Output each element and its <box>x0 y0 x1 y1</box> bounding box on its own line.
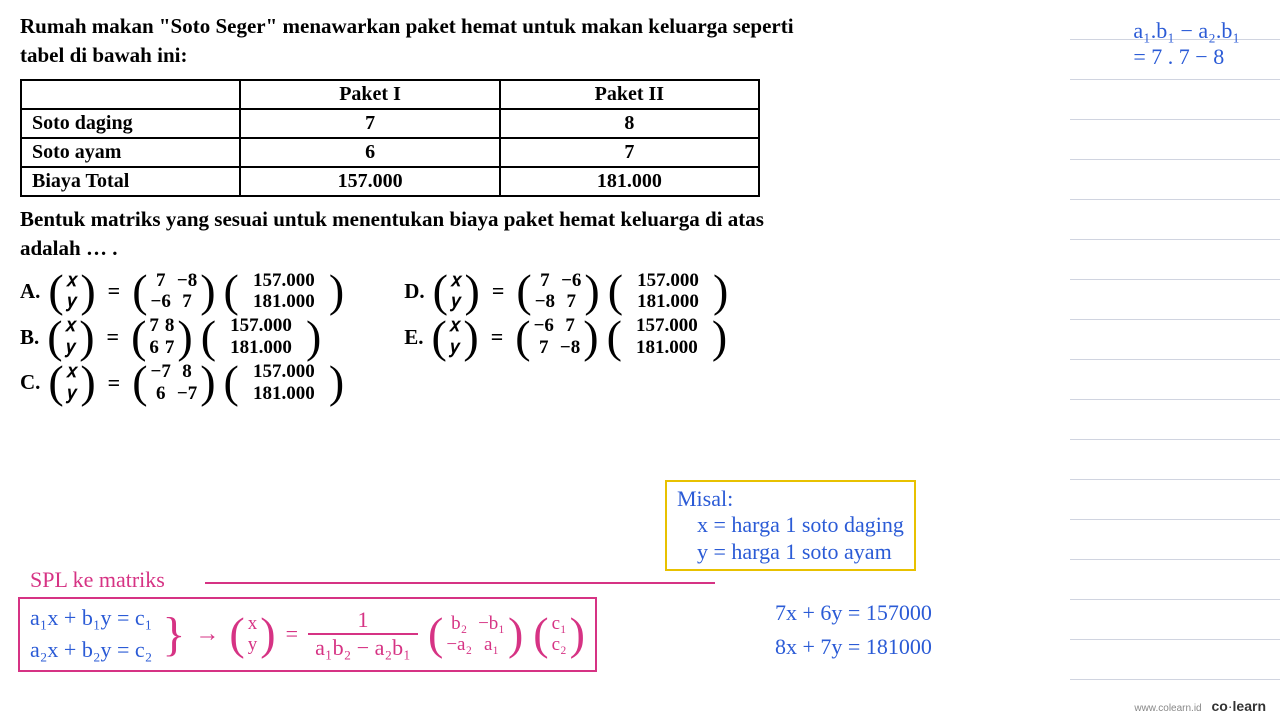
cell: 7 <box>500 138 759 167</box>
brace-icon: } <box>162 618 185 652</box>
handwriting-spl-title: SPL ke matriks <box>30 567 165 593</box>
spl-equations: a₁x + b₁y = c₁ a₂x + b₂y = c₂ <box>30 605 152 664</box>
cell: 8 <box>500 109 759 138</box>
header-empty <box>21 80 240 109</box>
logo-brand1: co <box>1212 698 1228 714</box>
frac-den: a₁b₂ − a₂b₁ <box>315 635 411 661</box>
row-label: Soto daging <box>21 109 240 138</box>
question-text: Rumah makan "Soto Seger" menawarkan pake… <box>20 12 1260 71</box>
option-label: B. <box>20 325 39 350</box>
cell: 181.000 <box>500 167 759 196</box>
hw-line: a₁.b₁ − a₂.b₁ <box>1133 18 1240 44</box>
option-label: C. <box>20 370 40 395</box>
handwriting-topright: a₁.b₁ − a₂.b₁ = 7 . 7 − 8 <box>1133 18 1240 71</box>
header-paket1: Paket I <box>240 80 499 109</box>
option-label: A. <box>20 279 40 304</box>
option-label: D. <box>404 279 424 304</box>
handwriting-right-eqs: 7x + 6y = 157000 8x + 7y = 181000 <box>775 600 932 661</box>
misal-y: y = harga 1 soto ayam <box>677 539 904 565</box>
option-e: E. (𝑥𝑦) = ( −67 7−8 ) (157.000181.000) <box>404 315 728 359</box>
option-label: E. <box>404 325 423 350</box>
misal-title: Misal: <box>677 486 904 512</box>
cell: 7 <box>240 109 499 138</box>
table-row: Soto daging 7 8 <box>21 109 759 138</box>
table-row: Biaya Total 157.000 181.000 <box>21 167 759 196</box>
eq2: a₂x + b₂y = c₂ <box>30 637 152 663</box>
misal-x: x = harga 1 soto daging <box>677 512 904 538</box>
row-label: Soto ayam <box>21 138 240 167</box>
cell: 157.000 <box>240 167 499 196</box>
logo-brand2: learn <box>1233 698 1266 714</box>
main-content: Rumah makan "Soto Seger" menawarkan pake… <box>0 0 1280 417</box>
table-row: Soto ayam 6 7 <box>21 138 759 167</box>
cell: 6 <box>240 138 499 167</box>
option-d: D. (𝑥𝑦) = ( 7−8 −67 ) (157.000181.000) <box>404 270 728 314</box>
row-label: Biaya Total <box>21 167 240 196</box>
handwriting-formula-box: a₁x + b₁y = c₁ a₂x + b₂y = c₂ } → (xy) =… <box>18 597 597 672</box>
header-paket2: Paket II <box>500 80 759 109</box>
eq-r1: 7x + 6y = 157000 <box>775 600 932 626</box>
options-right-column: D. (𝑥𝑦) = ( 7−8 −67 ) (157.000181.000) E… <box>404 270 728 405</box>
arrow-icon: → <box>195 620 219 649</box>
table-header-row: Paket I Paket II <box>21 80 759 109</box>
options-left-column: A. (𝑥𝑦) = ( 7−6 −87 ) (157.000181.000) B… <box>20 270 344 405</box>
package-table: Paket I Paket II Soto daging 7 8 Soto ay… <box>20 79 760 197</box>
option-c: C. (𝑥𝑦) = ( −76 8−7 ) (157.000181.000) <box>20 361 344 405</box>
after-line1: Bentuk matriks yang sesuai untuk menentu… <box>20 207 764 231</box>
colearn-logo: www.colearn.id co·learn <box>1134 698 1266 714</box>
question-line1: Rumah makan "Soto Seger" menawarkan pake… <box>20 14 794 38</box>
after-line2: adalah … . <box>20 236 117 260</box>
eq1: a₁x + b₁y = c₁ <box>30 605 152 631</box>
option-b: B. (𝑥𝑦) = ( 76 87 ) (157.000181.000) <box>20 315 344 359</box>
after-table-text: Bentuk matriks yang sesuai untuk menentu… <box>20 205 1260 264</box>
pink-connector-line <box>205 582 715 584</box>
question-line2: tabel di bawah ini: <box>20 43 187 67</box>
option-a: A. (𝑥𝑦) = ( 7−6 −87 ) (157.000181.000) <box>20 270 344 314</box>
handwriting-misal-box: Misal: x = harga 1 soto daging y = harga… <box>665 480 916 571</box>
options-area: A. (𝑥𝑦) = ( 7−6 −87 ) (157.000181.000) B… <box>20 270 1260 405</box>
logo-url: www.colearn.id <box>1134 703 1201 714</box>
frac-num: 1 <box>357 607 368 633</box>
eq-r2: 8x + 7y = 181000 <box>775 634 932 660</box>
hw-line: = 7 . 7 − 8 <box>1133 44 1240 70</box>
